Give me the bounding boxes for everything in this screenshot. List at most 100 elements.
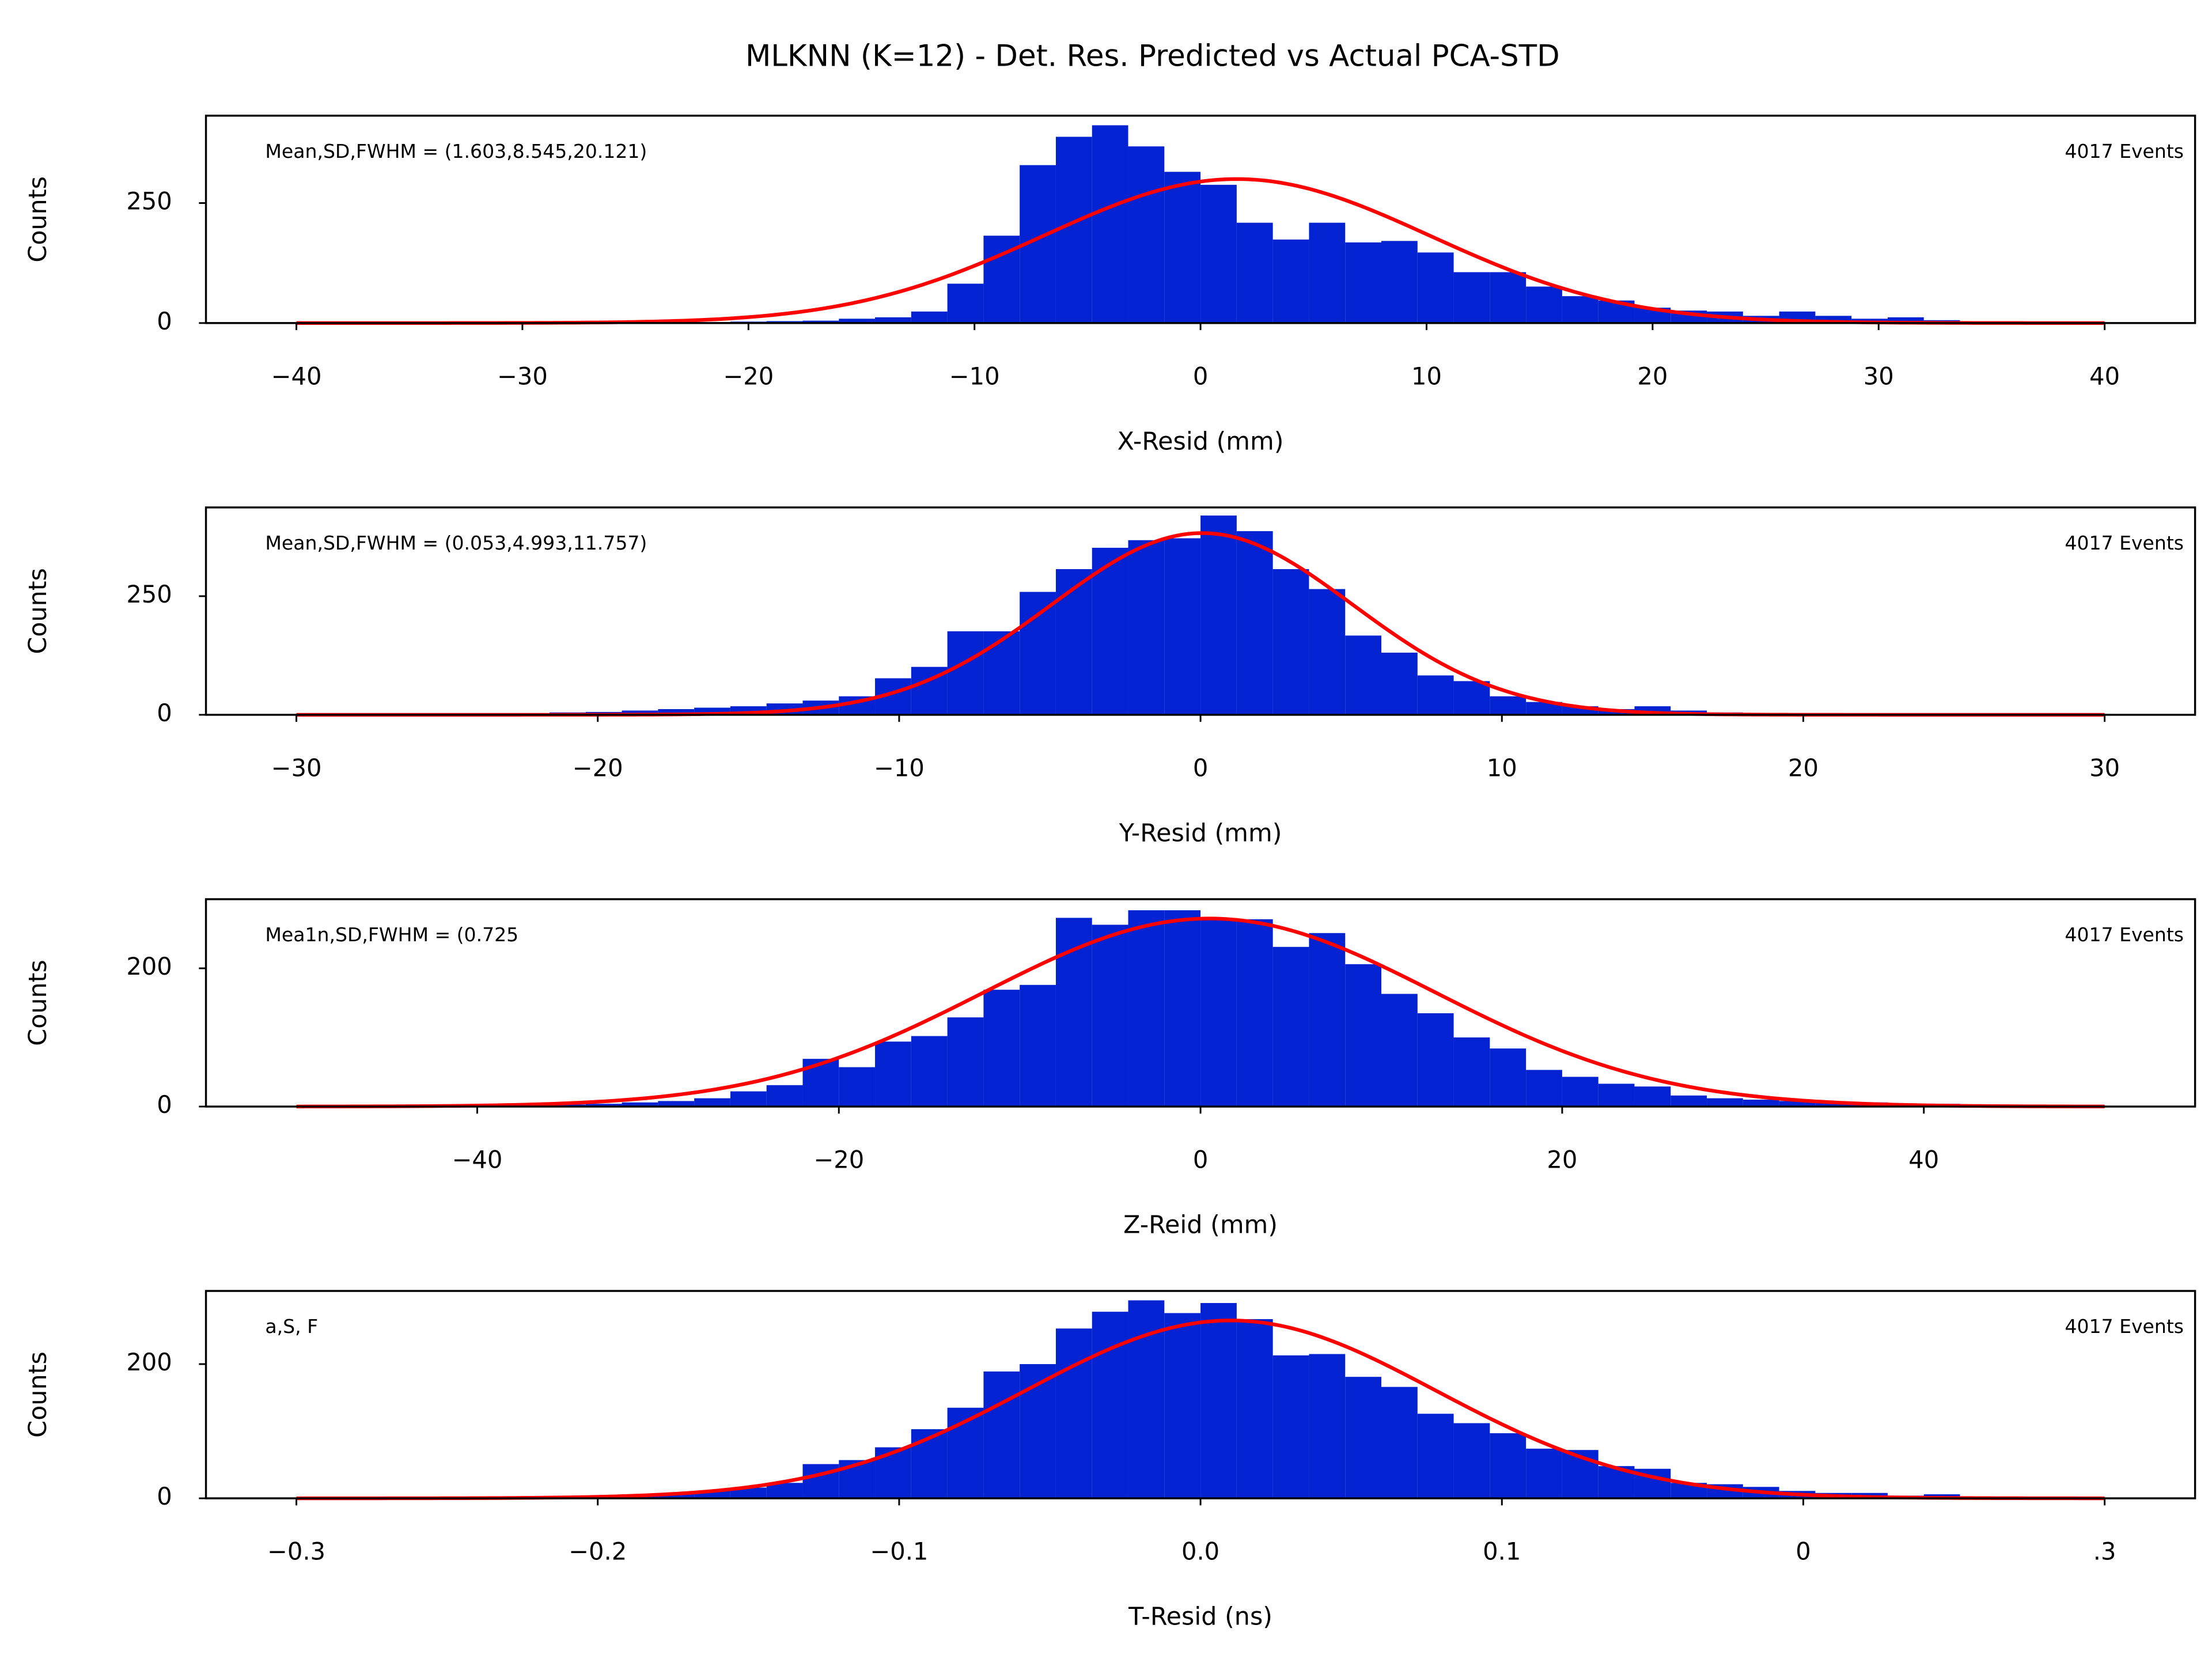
- histogram-bar: [1055, 569, 1092, 715]
- histogram-bar: [1345, 964, 1381, 1107]
- histogram-bar: [1236, 1319, 1273, 1499]
- y-axis-label: Counts: [24, 568, 52, 654]
- histogram-bar: [1743, 1099, 1779, 1107]
- y-axis-label: Counts: [24, 1351, 52, 1438]
- histogram-bar: [1381, 652, 1418, 715]
- y-tick-label: 0: [157, 699, 172, 727]
- histogram-bar: [1236, 531, 1273, 715]
- histogram-bar: [1815, 1102, 1852, 1107]
- histogram-bar: [1453, 681, 1490, 715]
- histogram-bar: [875, 1447, 911, 1499]
- histogram-bar: [1526, 1070, 1562, 1107]
- histogram-bar: [730, 1091, 767, 1107]
- histogram-bar: [1200, 1303, 1237, 1499]
- x-tick-label: 0: [1193, 362, 1208, 390]
- histogram-bar: [1490, 1048, 1527, 1107]
- y-tick-label: 250: [126, 580, 172, 608]
- histogram-bar: [658, 709, 695, 715]
- x-tick-label: −0.2: [569, 1537, 627, 1566]
- histogram-bar: [911, 311, 948, 323]
- histogram-bar: [1598, 1084, 1635, 1107]
- histogram-bar: [1128, 146, 1165, 323]
- histogram-bar: [1309, 933, 1346, 1107]
- x-tick-label: 10: [1487, 753, 1517, 782]
- histogram-bar: [1417, 252, 1454, 323]
- histogram-bar: [1417, 1013, 1454, 1107]
- histogram-bar: [1381, 241, 1418, 323]
- x-axis-label: Z-Reid (mm): [1123, 1211, 1278, 1240]
- histogram-bar: [1272, 239, 1309, 323]
- x-tick-label: −0.1: [870, 1537, 928, 1566]
- x-tick-label: −40: [452, 1145, 503, 1173]
- x-tick-label: 30: [1863, 362, 1894, 390]
- histogram-bar: [1453, 1423, 1490, 1499]
- histogram-bar: [1453, 272, 1490, 323]
- histogram-bar: [1345, 635, 1381, 715]
- histogram-bar: [875, 1041, 911, 1107]
- histogram-bar: [658, 1493, 695, 1499]
- events-annotation: 4017 Events: [2065, 140, 2184, 162]
- histogram-bar: [1272, 946, 1309, 1107]
- y-tick-label: 0: [157, 307, 172, 335]
- fit-curve: [296, 916, 2105, 1109]
- histogram-bar: [1200, 184, 1237, 323]
- x-tick-label: 0.1: [1483, 1537, 1521, 1566]
- x-axis-label: T-Resid (ns): [1128, 1603, 1272, 1631]
- histogram-bar: [911, 1036, 948, 1107]
- events-annotation: 4017 Events: [2065, 532, 2184, 554]
- histogram-bar: [766, 1085, 803, 1107]
- histogram-bar: [1526, 286, 1562, 323]
- histogram-bar: [1345, 242, 1381, 323]
- histogram-bar: [1020, 984, 1056, 1107]
- x-tick-label: −10: [949, 362, 1000, 390]
- x-tick-label: −20: [573, 753, 623, 782]
- histogram-bar: [1164, 538, 1201, 715]
- y-tick-label: 250: [126, 187, 172, 215]
- histogram-bar: [983, 990, 1020, 1107]
- histogram-bar: [1707, 1098, 1743, 1107]
- histogram-bar: [1200, 515, 1237, 715]
- histogram-bar: [1128, 540, 1165, 715]
- x-tick-label: 30: [2089, 753, 2120, 782]
- x-tick-label: 0: [1193, 1145, 1208, 1173]
- histogram-bar: [1272, 1355, 1309, 1499]
- y-axis-label: Counts: [24, 176, 52, 263]
- events-annotation: 4017 Events: [2065, 923, 2184, 946]
- histogram-bar: [1345, 1377, 1381, 1499]
- histogram-bar: [875, 317, 911, 323]
- stats-annotation: Mea1n,SD,FWHM = (0.725: [265, 923, 518, 946]
- histogram-bar: [1309, 222, 1346, 323]
- histogram-bar: [1526, 702, 1562, 715]
- x-tick-label: 20: [1547, 1145, 1577, 1173]
- histogram-bar: [622, 710, 658, 715]
- x-tick-label: 20: [1637, 362, 1668, 390]
- histogram-bar: [1562, 1077, 1599, 1107]
- figure-title: MLKNN (K=12) - Det. Res. Predicted vs Ac…: [745, 39, 1560, 73]
- histogram-bar: [1020, 592, 1056, 715]
- histogram-bar: [947, 631, 984, 715]
- y-tick-label: 0: [157, 1482, 172, 1510]
- events-annotation: 4017 Events: [2065, 1315, 2184, 1338]
- histogram-bar: [1092, 125, 1128, 323]
- histogram-bar: [1092, 547, 1128, 715]
- x-tick-label: −40: [271, 362, 322, 390]
- histogram-bar: [1634, 1086, 1671, 1107]
- x-tick-label: 0: [1796, 1537, 1810, 1566]
- histogram-bar: [802, 1464, 839, 1499]
- histogram-bar: [1164, 1313, 1201, 1499]
- histogram-bar: [1562, 296, 1599, 323]
- histogram-bar: [1092, 925, 1128, 1107]
- histogram-bar: [1200, 919, 1237, 1107]
- histogram-bar: [694, 1098, 730, 1107]
- histogram-bar: [1887, 317, 1924, 323]
- histogram-bar: [658, 1101, 695, 1107]
- histogram-bar: [1417, 1414, 1454, 1499]
- histogram-bar: [1381, 994, 1418, 1107]
- histogram-bar: [1272, 569, 1309, 715]
- x-tick-label: .3: [2093, 1537, 2116, 1566]
- stats-annotation: a,S, F: [265, 1315, 318, 1338]
- x-tick-label: 0: [1193, 753, 1208, 782]
- histogram-bar: [1092, 1312, 1128, 1499]
- histogram-bar: [1779, 1101, 1816, 1107]
